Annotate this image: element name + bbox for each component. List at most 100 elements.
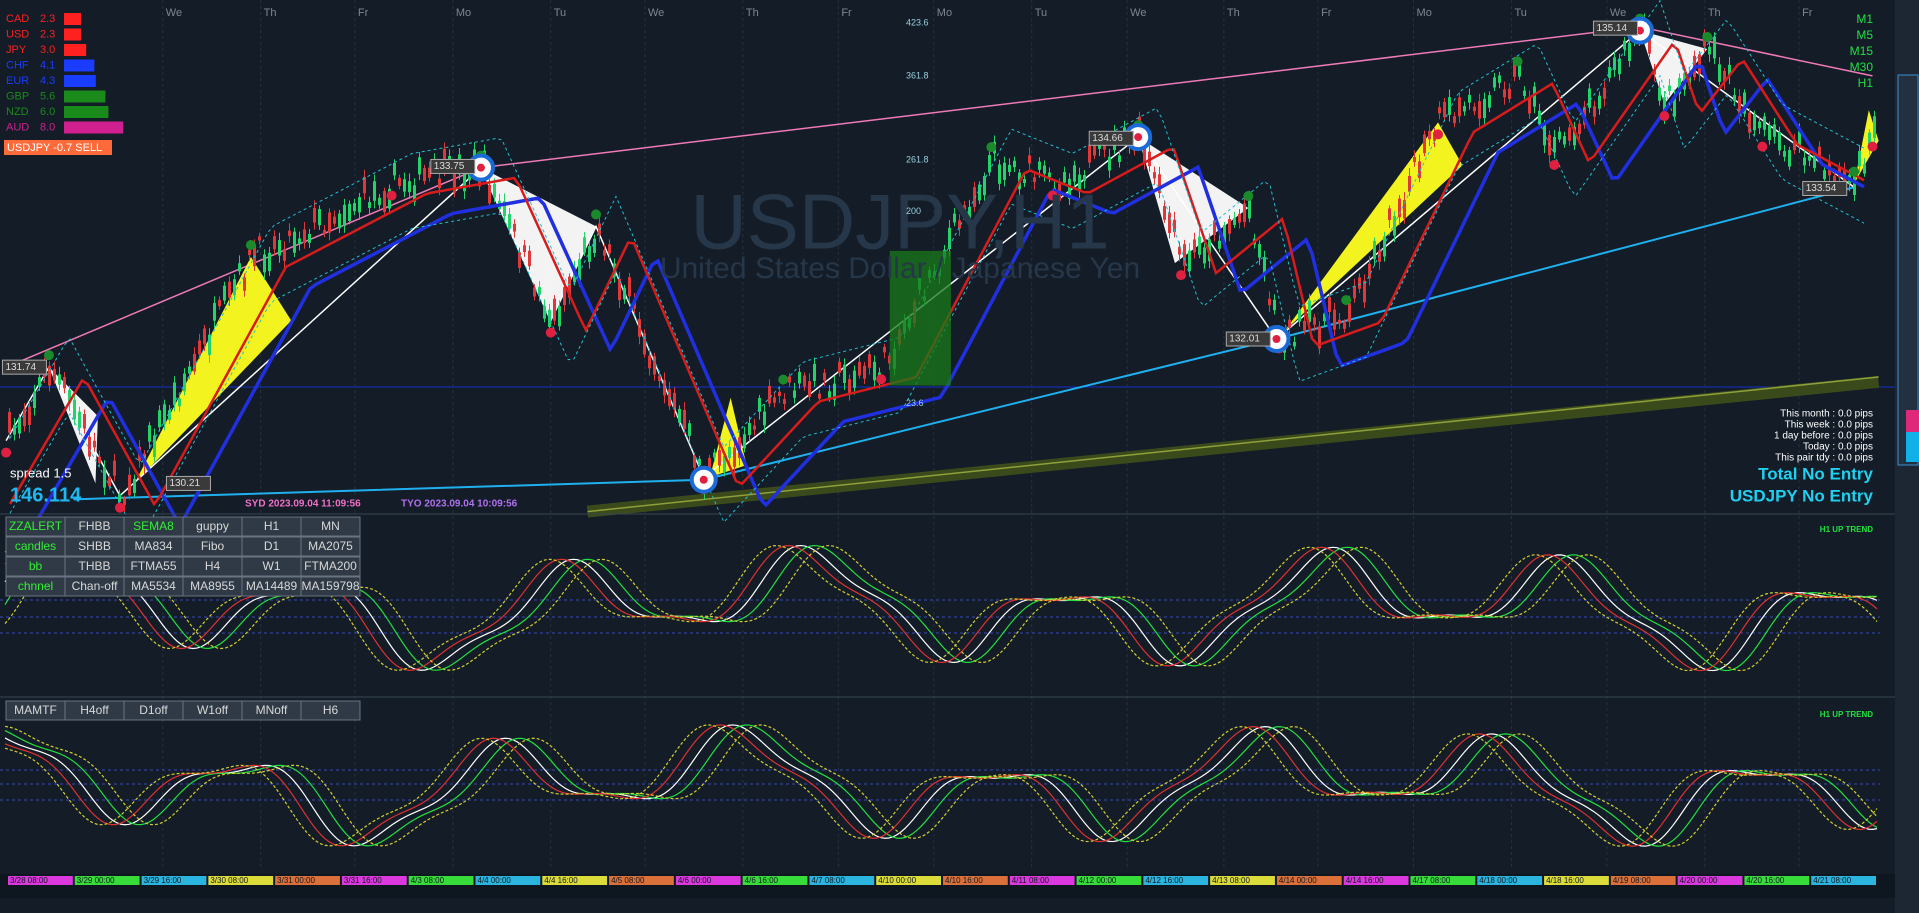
candle-body	[728, 446, 731, 459]
button-label[interactable]: ZZALERT	[9, 519, 63, 533]
button-label[interactable]: MA2075	[308, 539, 353, 553]
timeframe[interactable]: H1	[1858, 76, 1874, 90]
button-label[interactable]: D1	[264, 539, 280, 553]
candle-body	[1738, 96, 1741, 117]
price-box	[1802, 180, 1848, 196]
candle-body	[1688, 73, 1691, 86]
button[interactable]: MN	[300, 516, 361, 537]
button[interactable]: bb	[5, 556, 66, 577]
timeframe[interactable]: M1	[1856, 12, 1873, 26]
button[interactable]: W1off	[182, 700, 243, 721]
button[interactable]: MA5534	[123, 576, 184, 597]
button[interactable]: THBB	[64, 556, 125, 577]
candle-body	[868, 354, 871, 368]
button[interactable]: FHBB	[64, 516, 125, 537]
button[interactable]: MA14489	[241, 576, 302, 597]
button-label[interactable]: guppy	[196, 519, 229, 533]
timeline-segment	[1076, 876, 1142, 885]
button-label[interactable]: THBB	[78, 559, 110, 573]
candle-body	[263, 254, 266, 273]
candle-body	[33, 392, 36, 408]
button-label[interactable]: MA5534	[131, 579, 176, 593]
button-label[interactable]: MA8955	[190, 579, 235, 593]
button-label[interactable]: Chan-off	[72, 579, 118, 593]
button-label[interactable]: FHBB	[78, 519, 110, 533]
button[interactable]: H4	[182, 556, 243, 577]
button-label[interactable]: H1	[264, 519, 280, 533]
candle-body	[408, 181, 411, 193]
ma-slow	[8, 64, 1865, 568]
button[interactable]: MAMTF	[5, 700, 66, 721]
button[interactable]: MA8955	[182, 576, 243, 597]
timeframe[interactable]: M30	[1850, 60, 1874, 74]
button-label[interactable]: SEMA8	[133, 519, 174, 533]
timeline-label: 4/10 16:00	[945, 876, 983, 885]
button-label[interactable]: H4off	[80, 703, 109, 717]
button-label[interactable]: D1off	[139, 703, 168, 717]
candle-body	[1528, 96, 1531, 114]
candle-body	[258, 236, 261, 241]
button-label[interactable]: FTMA200	[304, 559, 357, 573]
button-face[interactable]	[300, 576, 361, 597]
button[interactable]: candles	[5, 536, 66, 557]
candle-body	[1773, 124, 1776, 137]
candle-body	[1143, 142, 1146, 163]
button[interactable]: H4off	[64, 700, 125, 721]
button[interactable]: MA159798	[300, 576, 361, 597]
button[interactable]: MA2075	[300, 536, 361, 557]
candle-body	[1398, 198, 1401, 218]
button-label[interactable]: H6	[323, 703, 339, 717]
button-label[interactable]: FTMA55	[130, 559, 176, 573]
day-label: Tu	[1514, 7, 1526, 19]
button[interactable]: ZZALERT	[5, 516, 66, 537]
button-label[interactable]: SHBB	[78, 539, 111, 553]
button[interactable]: H1	[241, 516, 302, 537]
currency-name: GBP	[6, 90, 29, 102]
button-face[interactable]	[300, 556, 361, 577]
candle-body	[8, 412, 11, 433]
button[interactable]: chnnel	[5, 576, 66, 597]
timeframe[interactable]: M5	[1856, 28, 1873, 42]
button-label[interactable]: MN	[321, 519, 340, 533]
candle-body	[1508, 88, 1511, 99]
button[interactable]: W1	[241, 556, 302, 577]
button-label[interactable]: candles	[15, 539, 56, 553]
timeframe[interactable]: M15	[1850, 44, 1874, 58]
button-label[interactable]: MA159798	[301, 579, 359, 593]
button[interactable]: Fibo	[182, 536, 243, 557]
candle-body	[818, 393, 821, 399]
button-label[interactable]: MNoff	[256, 703, 288, 717]
button[interactable]: MNoff	[241, 700, 302, 721]
button[interactable]: FTMA200	[300, 556, 361, 577]
candle-body	[778, 391, 781, 397]
day-label: Mo	[937, 7, 952, 19]
button[interactable]: guppy	[182, 516, 243, 537]
button-label[interactable]: MA834	[134, 539, 172, 553]
button-label[interactable]: Fibo	[201, 539, 225, 553]
button[interactable]: SHBB	[64, 536, 125, 557]
candle-body	[618, 279, 621, 301]
button[interactable]: FTMA55	[123, 556, 184, 577]
button[interactable]: Chan-off	[64, 576, 125, 597]
candle-body	[958, 220, 961, 229]
button-label[interactable]: MA14489	[246, 579, 298, 593]
candle-body	[608, 244, 611, 254]
button[interactable]: SEMA8	[123, 516, 184, 537]
button-label[interactable]: bb	[29, 559, 43, 573]
button[interactable]: D1	[241, 536, 302, 557]
button-label[interactable]: W1off	[197, 703, 229, 717]
button-label[interactable]: chnnel	[18, 579, 53, 593]
button-face[interactable]	[300, 700, 361, 721]
overlay: We Th Fr Mo Tu We Th Fr Mo Tu We Th Fr Mo Tu We Th Fr CAD 2…	[0, 7, 1895, 898]
candle-body	[688, 423, 691, 436]
button-face[interactable]	[300, 516, 361, 537]
button-label[interactable]: MAMTF	[14, 703, 57, 717]
button[interactable]: D1off	[123, 700, 184, 721]
button[interactable]: H6	[300, 700, 361, 721]
button-label[interactable]: H4	[205, 559, 221, 573]
button-face[interactable]	[300, 536, 361, 557]
button[interactable]: MA834	[123, 536, 184, 557]
pivot-dot	[591, 209, 602, 220]
button-label[interactable]: W1	[263, 559, 281, 573]
